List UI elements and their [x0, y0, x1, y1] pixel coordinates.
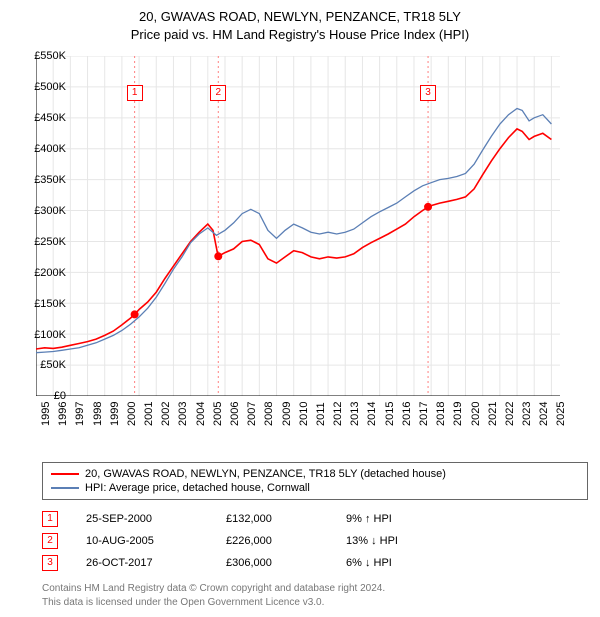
transaction-delta: 13% ↓ HPI: [346, 535, 398, 547]
x-axis-label: 1998: [92, 402, 104, 426]
x-axis-label: 2012: [332, 402, 344, 426]
x-axis-label: 2001: [143, 402, 155, 426]
x-axis-label: 2003: [177, 402, 189, 426]
x-axis-label: 2005: [212, 402, 224, 426]
x-axis-label: 2011: [315, 403, 327, 427]
transaction-date: 10-AUG-2005: [86, 535, 226, 547]
y-axis-label: £300K: [34, 205, 66, 217]
y-axis-label: £450K: [34, 112, 66, 124]
y-axis-label: £400K: [34, 143, 66, 155]
legend-label: HPI: Average price, detached house, Corn…: [85, 482, 310, 494]
legend: 20, GWAVAS ROAD, NEWLYN, PENZANCE, TR18 …: [42, 462, 588, 500]
x-axis-label: 2009: [281, 402, 293, 426]
x-axis-label: 1997: [74, 402, 86, 426]
y-axis-label: £500K: [34, 81, 66, 93]
title-line-1: 20, GWAVAS ROAD, NEWLYN, PENZANCE, TR18 …: [0, 8, 600, 26]
y-axis-label: £100K: [34, 329, 66, 341]
x-axis-label: 2013: [349, 402, 361, 426]
title-line-2: Price paid vs. HM Land Registry's House …: [0, 26, 600, 44]
x-axis-label: 2022: [504, 402, 516, 426]
legend-swatch: [51, 487, 79, 489]
y-axis-label: £150K: [34, 298, 66, 310]
footer: Contains HM Land Registry data © Crown c…: [42, 582, 588, 609]
transaction-date: 25-SEP-2000: [86, 513, 226, 525]
transactions-table: 1 25-SEP-2000£132,0009% ↑ HPI 2 10-AUG-2005…: [42, 508, 588, 574]
y-axis-label: £50K: [40, 359, 66, 371]
x-axis-label: 2017: [418, 402, 430, 426]
transaction-delta: 9% ↑ HPI: [346, 513, 392, 525]
title-block: 20, GWAVAS ROAD, NEWLYN, PENZANCE, TR18 …: [0, 0, 600, 48]
x-axis-label: 1999: [109, 402, 121, 426]
x-axis-label: 2002: [160, 402, 172, 426]
footer-line-2: This data is licensed under the Open Gov…: [42, 596, 588, 610]
x-axis-label: 2000: [126, 402, 138, 426]
x-axis-label: 2018: [435, 402, 447, 426]
transaction-date: 26-OCT-2017: [86, 557, 226, 569]
legend-label: 20, GWAVAS ROAD, NEWLYN, PENZANCE, TR18 …: [85, 468, 446, 480]
footer-line-1: Contains HM Land Registry data © Crown c…: [42, 582, 588, 596]
x-axis-label: 2021: [487, 402, 499, 426]
y-axis-label: £550K: [34, 50, 66, 62]
x-axis-label: 2020: [470, 402, 482, 426]
x-axis-label: 2019: [452, 402, 464, 426]
transaction-price: £132,000: [226, 513, 346, 525]
x-axis-label: 2023: [521, 402, 533, 426]
transaction-price: £226,000: [226, 535, 346, 547]
x-axis-label: 1996: [57, 402, 69, 426]
sale-marker-box: 2: [210, 85, 226, 101]
y-axis-label: £250K: [34, 236, 66, 248]
x-axis-label: 2015: [384, 402, 396, 426]
plot-svg: [36, 56, 560, 396]
x-axis-label: 2004: [195, 402, 207, 426]
sale-marker-box: 1: [127, 85, 143, 101]
sale-marker-box: 3: [420, 85, 436, 101]
x-axis-label: 2025: [555, 402, 567, 426]
x-axis-label: 2006: [229, 402, 241, 426]
x-axis-label: 2010: [298, 402, 310, 426]
chart-area: £0£50K£100K£150K£200K£250K£300K£350K£400…: [36, 56, 596, 426]
transaction-delta: 6% ↓ HPI: [346, 557, 392, 569]
y-axis-label: £200K: [34, 267, 66, 279]
x-axis-label: 2014: [366, 402, 378, 426]
transaction-marker-box: 2: [42, 533, 58, 549]
transaction-row: 3 26-OCT-2017£306,0006% ↓ HPI: [42, 552, 588, 574]
legend-row: 20, GWAVAS ROAD, NEWLYN, PENZANCE, TR18 …: [51, 467, 579, 481]
x-axis-label: 2007: [246, 402, 258, 426]
x-axis-label: 2016: [401, 402, 413, 426]
transaction-marker-box: 3: [42, 555, 58, 571]
legend-swatch: [51, 473, 79, 475]
x-axis-label: 1995: [40, 402, 52, 426]
chart-container: 20, GWAVAS ROAD, NEWLYN, PENZANCE, TR18 …: [0, 0, 600, 609]
transaction-price: £306,000: [226, 557, 346, 569]
transaction-row: 2 10-AUG-2005£226,00013% ↓ HPI: [42, 530, 588, 552]
x-axis-label: 2008: [263, 402, 275, 426]
x-axis-label: 2024: [538, 402, 550, 426]
y-axis-label: £350K: [34, 174, 66, 186]
legend-row: HPI: Average price, detached house, Corn…: [51, 481, 579, 495]
transaction-row: 1 25-SEP-2000£132,0009% ↑ HPI: [42, 508, 588, 530]
transaction-marker-box: 1: [42, 511, 58, 527]
